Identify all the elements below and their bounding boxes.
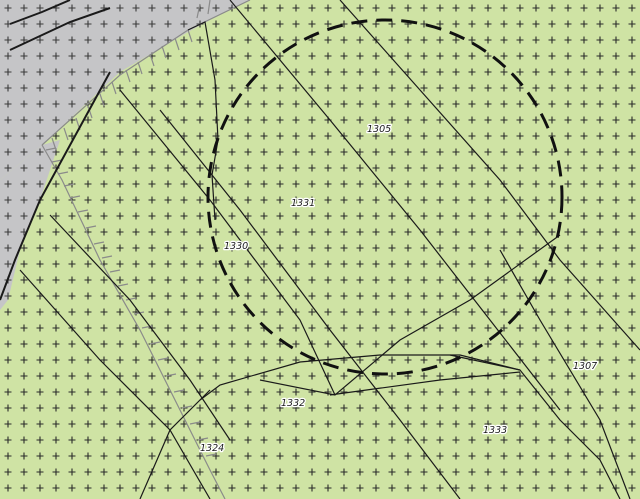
parcel-label-1331[interactable]: 1331	[290, 197, 317, 211]
parcel-label-1305[interactable]: 1305	[366, 123, 393, 137]
parcel-label-1332[interactable]: 1332	[280, 397, 307, 411]
gray-area-top	[0, 0, 250, 180]
parcel-lines	[19, 0, 640, 499]
parcel-label-1333[interactable]: 1333	[482, 424, 509, 438]
gray-boundary	[41, 0, 251, 499]
buffer-circle	[206, 18, 564, 376]
zone-boundary	[0, 0, 111, 301]
parcel-label-1324[interactable]: 1324	[199, 442, 226, 456]
parcel-label-1330[interactable]: 1330	[223, 240, 250, 254]
parcel-label-1307[interactable]: 1307	[572, 360, 599, 374]
